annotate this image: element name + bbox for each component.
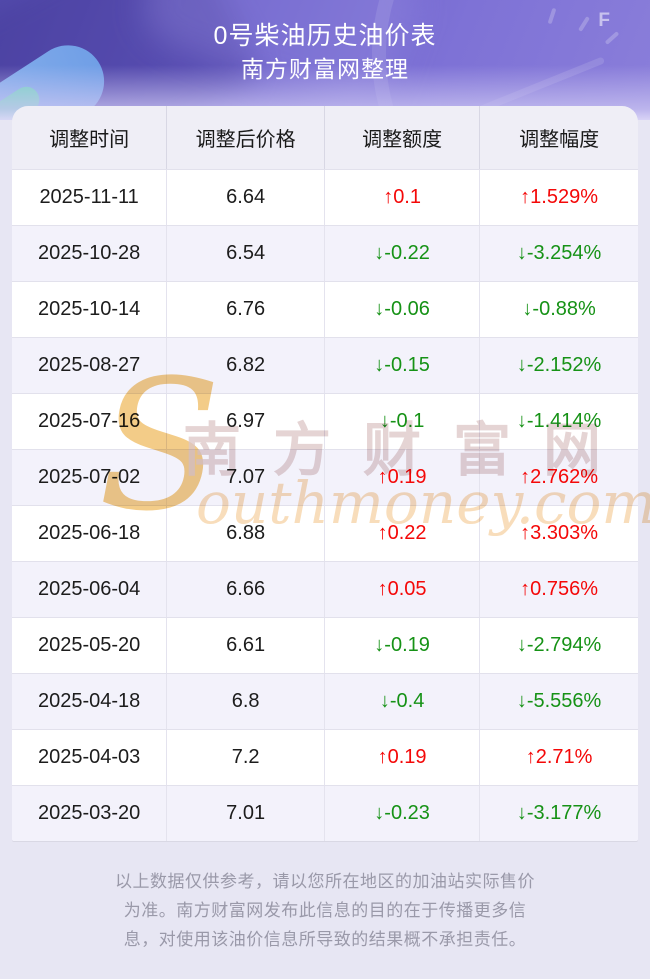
price-cell: 6.8	[167, 674, 325, 729]
percent-cell: ↑2.762%	[520, 466, 599, 488]
percent-cell: ↑3.303%	[520, 522, 599, 544]
page-title: 0号柴油历史油价表	[213, 22, 437, 50]
price-cell: 6.97	[167, 394, 325, 449]
percent-cell: ↓-2.152%	[516, 354, 602, 376]
percent-cell: ↓-1.414%	[516, 410, 602, 432]
table-row: 2025-06-04 6.66 ↑0.05 ↑0.756%	[12, 561, 638, 617]
price-cell: 7.07	[167, 450, 325, 505]
table-row: 2025-05-20 6.61 ↓-0.19 ↓-2.794%	[12, 617, 638, 673]
table-row: 2025-04-18 6.8 ↓-0.4 ↓-5.556%	[12, 673, 638, 729]
percent-cell: ↓-5.556%	[516, 690, 602, 712]
date-cell: 2025-08-27	[12, 338, 168, 393]
date-cell: 2025-04-03	[12, 730, 168, 785]
date-cell: 2025-06-18	[12, 506, 168, 561]
disclaimer-line: 息，对使用该油价信息所导致的结果概不承担责任。	[123, 930, 527, 949]
price-cell: 6.61	[167, 618, 325, 673]
column-header-change: 调整额度	[325, 106, 481, 169]
column-header-date: 调整时间	[12, 106, 168, 169]
change-cell: ↓-0.19	[325, 618, 481, 673]
date-cell: 2025-11-11	[12, 170, 168, 225]
table-row: 2025-10-28 6.54 ↓-0.22 ↓-3.254%	[12, 225, 638, 281]
table-row: 2025-06-18 6.88 ↑0.22 ↑3.303%	[12, 505, 638, 561]
change-cell: ↓-0.15	[325, 338, 481, 393]
date-cell: 2025-04-18	[12, 674, 168, 729]
change-cell: ↑0.1	[325, 170, 481, 225]
price-cell: 6.88	[167, 506, 325, 561]
percent-cell: ↓-3.177%	[516, 802, 602, 824]
price-cell: 7.01	[167, 786, 325, 841]
percent-cell: ↓-3.254%	[516, 242, 602, 264]
date-cell: 2025-10-14	[12, 282, 168, 337]
disclaimer-line: 为准。南方财富网发布此信息的目的在于传播更多信	[123, 901, 527, 920]
price-cell: 6.64	[167, 170, 325, 225]
change-cell: ↓-0.06	[325, 282, 481, 337]
change-cell: ↑0.05	[325, 562, 481, 617]
table-row: 2025-07-16 6.97 ↓-0.1 ↓-1.414%	[12, 393, 638, 449]
table-row: 2025-07-02 7.07 ↑0.19 ↑2.762%	[12, 449, 638, 505]
price-cell: 6.54	[167, 226, 325, 281]
table-row: 2025-11-11 6.64 ↑0.1 ↑1.529%	[12, 169, 638, 225]
date-cell: 2025-10-28	[12, 226, 168, 281]
change-cell: ↓-0.4	[325, 674, 481, 729]
table-header-row: 调整时间 调整后价格 调整额度 调整幅度	[12, 106, 638, 169]
table-row: 2025-03-20 7.01 ↓-0.23 ↓-3.177%	[12, 785, 638, 841]
date-cell: 2025-07-16	[12, 394, 168, 449]
price-table: 调整时间 调整后价格 调整额度 调整幅度 2025-11-11 6.64 ↑0.1 ↑…	[12, 106, 638, 841]
change-cell: ↑0.22	[325, 506, 481, 561]
change-cell: ↑0.19	[325, 450, 481, 505]
disclaimer-line: 以上数据仅供参考，请以您所在地区的加油站实际售价	[115, 872, 535, 891]
price-cell: 6.76	[167, 282, 325, 337]
percent-cell: ↑2.71%	[525, 746, 593, 768]
percent-cell: ↑1.529%	[520, 186, 599, 208]
table-row: 2025-04-03 7.2 ↑0.19 ↑2.71%	[12, 729, 638, 785]
price-table-body: 2025-11-11 6.64 ↑0.1 ↑1.529% 2025-10-28 6.54 ↓…	[12, 169, 638, 841]
change-cell: ↓-0.22	[325, 226, 481, 281]
percent-cell: ↓-2.794%	[516, 634, 602, 656]
date-cell: 2025-05-20	[12, 618, 168, 673]
gauge-full-label: F	[598, 10, 610, 31]
table-row: 2025-08-27 6.82 ↓-0.15 ↓-2.152%	[12, 337, 638, 393]
percent-cell: ↑0.756%	[520, 578, 599, 600]
page-subtitle: 南方财富网整理	[241, 56, 409, 82]
price-cell: 7.2	[167, 730, 325, 785]
date-cell: 2025-07-02	[12, 450, 168, 505]
date-cell: 2025-06-04	[12, 562, 168, 617]
date-cell: 2025-03-20	[12, 786, 168, 841]
price-cell: 6.82	[167, 338, 325, 393]
change-cell: ↑0.19	[325, 730, 481, 785]
hero-banner: F 0号柴油历史油价表 南方财富网整理	[0, 0, 650, 120]
change-cell: ↓-0.1	[325, 394, 481, 449]
change-cell: ↓-0.23	[325, 786, 481, 841]
column-header-price: 调整后价格	[167, 106, 325, 169]
percent-cell: ↓-0.88%	[522, 298, 596, 320]
disclaimer: 以上数据仅供参考，请以您所在地区的加油站实际售价 为准。南方财富网发布此信息的目…	[0, 841, 650, 954]
table-row: 2025-10-14 6.76 ↓-0.06 ↓-0.88%	[12, 281, 638, 337]
column-header-percent: 调整幅度	[519, 129, 600, 151]
price-cell: 6.66	[167, 562, 325, 617]
